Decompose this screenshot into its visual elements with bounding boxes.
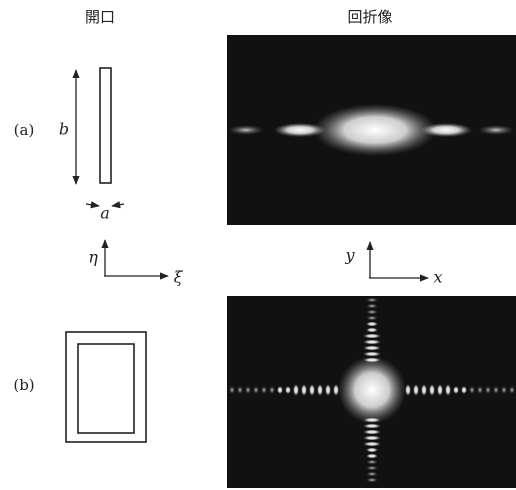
- fringe: [237, 386, 243, 394]
- frame-aperture-inner: [78, 344, 134, 433]
- slit-aperture: [100, 68, 111, 183]
- fringe: [333, 384, 339, 396]
- fringe: [269, 386, 275, 394]
- fringe: [363, 340, 381, 345]
- fringe: [509, 386, 515, 394]
- fringe: [421, 384, 427, 396]
- side-maximum: [420, 123, 472, 137]
- fringe: [253, 386, 259, 394]
- fringe: [493, 386, 499, 394]
- fringe: [293, 384, 299, 396]
- fringe: [301, 384, 307, 396]
- fringe: [285, 386, 291, 394]
- width-label: a: [100, 204, 110, 223]
- fringe: [366, 448, 378, 453]
- fringe: [363, 442, 381, 447]
- side-maximum: [228, 125, 264, 135]
- fringe: [325, 384, 331, 396]
- height-label: b: [59, 120, 69, 139]
- axis-label: η: [88, 248, 98, 267]
- panel-label: (b): [13, 376, 34, 394]
- central-maximum: [338, 356, 406, 424]
- fringe: [366, 310, 378, 315]
- fringe: [363, 334, 381, 339]
- fringe: [366, 316, 378, 321]
- width-arrow: [112, 204, 124, 206]
- fringe: [366, 304, 378, 309]
- fringe: [277, 386, 283, 394]
- fringe: [469, 386, 475, 394]
- aperture-heading: 開口: [85, 8, 115, 26]
- fringe: [363, 424, 381, 429]
- fringe: [309, 384, 315, 396]
- axis-label: ξ: [174, 268, 184, 287]
- fringe: [429, 384, 435, 396]
- fringe: [453, 386, 459, 394]
- fringe: [317, 384, 323, 396]
- fringe: [366, 478, 378, 483]
- fringe: [437, 384, 443, 396]
- fringe: [366, 460, 378, 465]
- central-maximum: [313, 104, 437, 156]
- axis-label: y: [344, 246, 355, 265]
- fringe: [366, 466, 378, 471]
- fringe: [363, 346, 381, 351]
- fringe: [501, 386, 507, 394]
- fringe: [229, 386, 235, 394]
- fringe: [366, 298, 378, 303]
- width-arrow: [86, 204, 99, 206]
- fringe: [366, 472, 378, 477]
- fringe: [477, 386, 483, 394]
- figure: 開口 回折像 (a) b a η ξ y x (b): [0, 0, 516, 490]
- pattern-heading: 回折像: [347, 8, 392, 26]
- fringe: [245, 386, 251, 394]
- fringe: [413, 384, 419, 396]
- fringe: [363, 418, 381, 423]
- fringe: [363, 358, 381, 363]
- fringe: [363, 352, 381, 357]
- side-maximum: [478, 125, 514, 135]
- fringe: [261, 386, 267, 394]
- fringe: [363, 436, 381, 441]
- fringe: [363, 430, 381, 435]
- panel-label: (a): [14, 121, 35, 139]
- fringe: [366, 454, 378, 459]
- fringe: [445, 384, 451, 396]
- fringe: [485, 386, 491, 394]
- fringe: [366, 328, 378, 333]
- fringe: [461, 386, 467, 394]
- side-maximum: [274, 123, 326, 137]
- fringe: [366, 322, 378, 327]
- axis-label: x: [433, 268, 442, 287]
- fringe: [405, 384, 411, 396]
